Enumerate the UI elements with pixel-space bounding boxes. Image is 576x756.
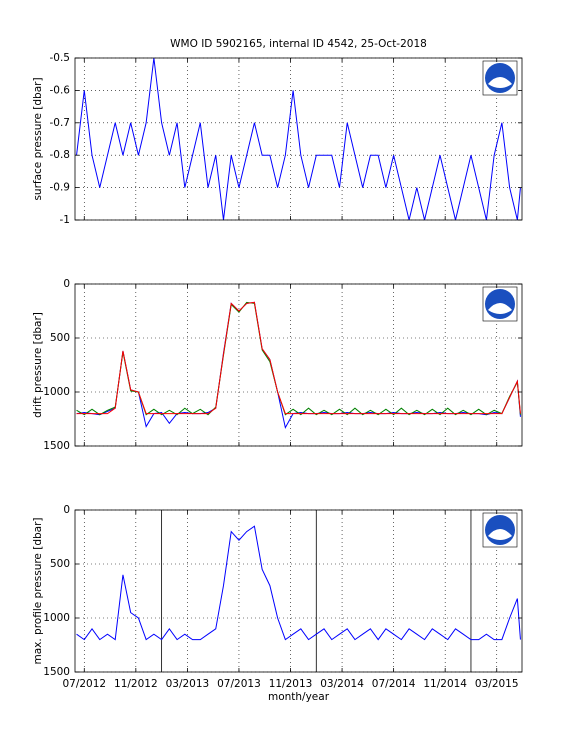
y-tick-label: -0.9 xyxy=(50,182,71,194)
y-tick-label: 1500 xyxy=(43,440,70,452)
axes-box xyxy=(74,509,523,673)
axes-box xyxy=(74,57,523,221)
noaa-logo xyxy=(488,529,512,540)
y-tick-label: -0.5 xyxy=(50,52,71,64)
logos xyxy=(482,60,518,548)
x-tick-label: 07/2014 xyxy=(372,678,416,690)
x-tick-label: 07/2012 xyxy=(62,678,106,690)
y-axis-label: max. profile pressure [dbar] xyxy=(32,517,44,664)
noaa-logo xyxy=(488,303,512,314)
y-tick-label: 1500 xyxy=(43,666,70,678)
x-tick-label: 03/2014 xyxy=(320,678,364,690)
series-line xyxy=(76,525,521,641)
series-line xyxy=(76,301,521,416)
y-tick-label: -0.6 xyxy=(50,84,71,96)
x-tick-label: 03/2015 xyxy=(475,678,519,690)
y-tick-label: 0 xyxy=(63,278,70,290)
y-tick-label: 1000 xyxy=(43,386,70,398)
axes-box xyxy=(74,283,523,447)
y-tick-label: 1000 xyxy=(43,612,70,624)
x-axis-label: month/year xyxy=(268,691,330,703)
y-tick-label: -0.7 xyxy=(50,117,71,129)
series-line xyxy=(76,301,521,430)
y-tick-label: 500 xyxy=(50,332,70,344)
noaa-logo xyxy=(488,77,512,88)
x-tick-label: 03/2013 xyxy=(166,678,210,690)
x-tick-label: 11/2014 xyxy=(423,678,467,690)
y-tick-label: -0.8 xyxy=(50,149,71,161)
y-tick-label: 500 xyxy=(50,558,70,570)
y-axis-label: drift pressure [dbar] xyxy=(32,312,44,418)
y-axis-label: surface pressure [dbar] xyxy=(32,77,44,200)
chart-title: WMO ID 5902165, internal ID 4542, 25-Oct… xyxy=(170,38,427,50)
series-line xyxy=(76,301,521,415)
y-tick-label: 0 xyxy=(63,504,70,516)
x-tick-label: 11/2013 xyxy=(269,678,313,690)
x-tick-label: 07/2013 xyxy=(217,678,261,690)
series-line xyxy=(76,57,521,221)
y-tick-label: -1 xyxy=(60,214,70,226)
x-tick-label: 11/2012 xyxy=(114,678,158,690)
